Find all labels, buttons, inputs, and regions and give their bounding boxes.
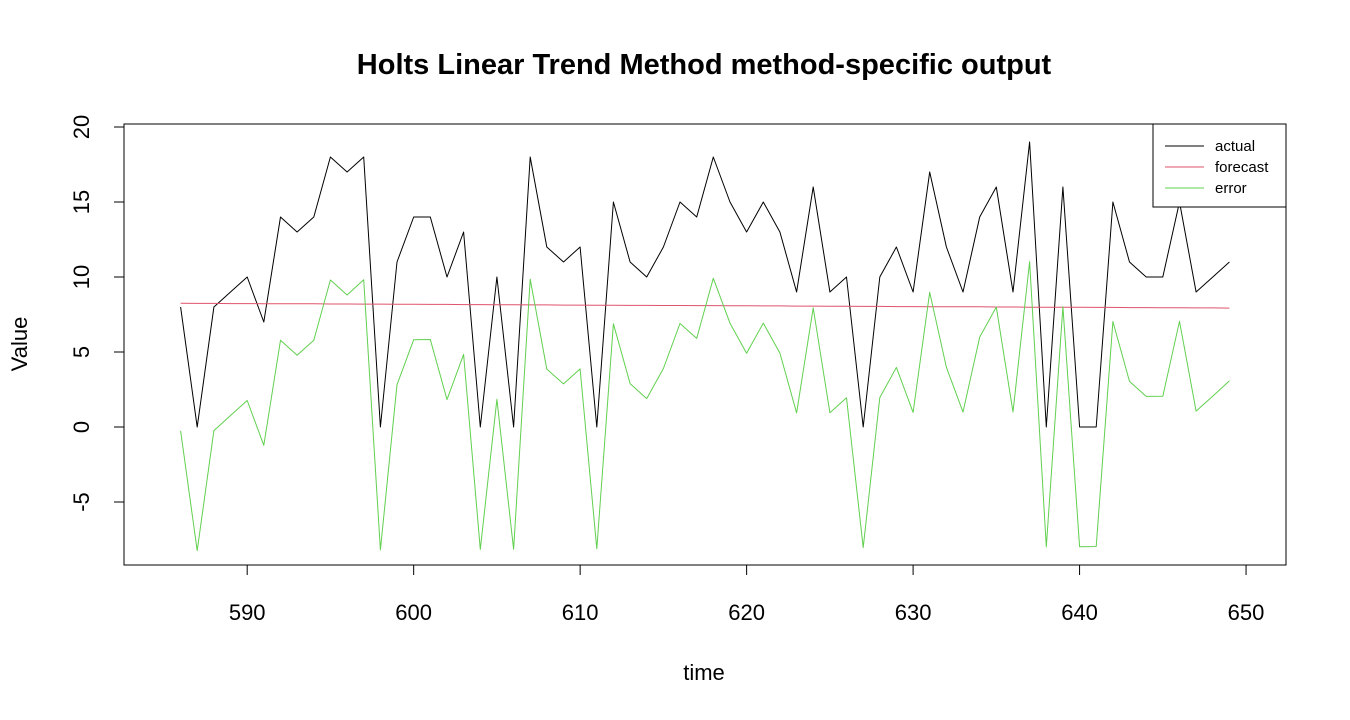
x-tick-label-3: 620 [728,600,765,625]
y-axis: -5 0 5 10 15 20 [69,115,125,512]
y-tick-label-1: 0 [69,421,94,433]
x-tick-label-6: 650 [1228,600,1265,625]
y-tick-label-0: -5 [69,492,94,512]
y-axis-label: Value [7,317,32,372]
y-tick-label-3: 10 [69,265,94,289]
x-tick-label-1: 600 [395,600,432,625]
series-layer [180,141,1230,552]
x-tick-label-0: 590 [229,600,266,625]
x-axis-label: time [683,660,725,685]
y-tick-label-5: 20 [69,115,94,139]
y-tick-label-2: 5 [69,346,94,358]
legend-label-forecast: forecast [1215,159,1269,176]
legend-label-error: error [1215,180,1247,197]
legend: actual forecast error [1152,123,1287,208]
legend-box [1152,123,1287,208]
series-line-error [180,261,1230,552]
x-tick-label-2: 610 [562,600,599,625]
series-line-actual [180,141,1230,428]
plot-frame [123,123,1287,566]
x-tick-label-5: 640 [1061,600,1098,625]
x-tick-label-4: 630 [895,600,932,625]
y-tick-label-4: 15 [69,190,94,214]
legend-label-actual: actual [1215,138,1255,155]
series-line-forecast [180,302,1230,309]
x-axis: 590 600 610 620 630 640 650 [229,564,1265,625]
chart-title: Holts Linear Trend Method method-specifi… [357,49,1052,81]
